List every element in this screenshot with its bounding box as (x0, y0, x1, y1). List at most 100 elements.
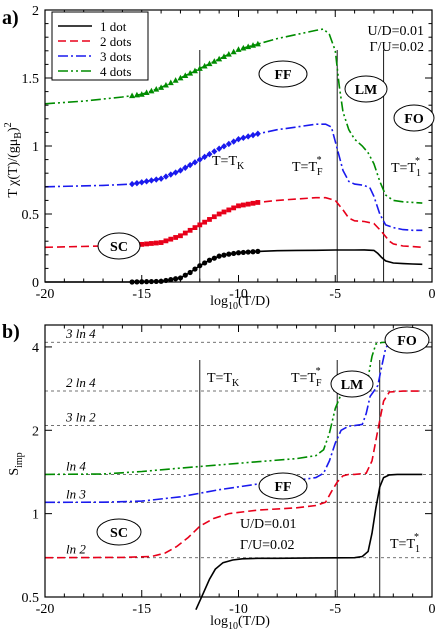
data-point (158, 175, 165, 182)
vline-tk-label: T=TK (212, 154, 245, 172)
region-fo-ellipse-b (384, 326, 430, 354)
data-point (255, 248, 261, 254)
vline-tk-label-b: T=TK (207, 371, 240, 389)
data-point (197, 222, 203, 228)
series-line-1-dot (195, 473, 423, 611)
region-fo-label: FO (404, 112, 424, 127)
region-ff-label: FF (274, 68, 291, 83)
data-point (182, 164, 189, 171)
panel-a-label: a) (2, 7, 19, 29)
y-tick-label: 0.5 (22, 591, 40, 606)
panel-b-xlabel: log10(T/D) (210, 614, 270, 630)
data-point (240, 44, 247, 51)
y-tick-label: 2 (32, 424, 39, 439)
param-ud: U/D=0.01 (367, 24, 424, 39)
data-point (245, 201, 251, 207)
data-point (201, 153, 208, 161)
data-point (202, 219, 208, 225)
data-point (143, 89, 150, 96)
data-point (206, 150, 213, 158)
data-point (148, 177, 155, 184)
data-point (216, 211, 222, 217)
data-point (139, 241, 145, 247)
panel-a-ylabel: T χ(T)/(gμB)2 (3, 122, 24, 197)
data-point (225, 140, 232, 148)
data-point (230, 138, 237, 145)
data-point (220, 143, 227, 150)
data-point (168, 277, 174, 283)
x-tick-label: 0 (429, 287, 436, 302)
data-point (211, 148, 218, 155)
data-point (191, 159, 198, 166)
data-point (201, 62, 208, 69)
data-point (192, 266, 198, 272)
data-point (172, 169, 179, 176)
data-point (231, 250, 237, 257)
y-tick-label: 1 (32, 508, 39, 523)
region-sc-ellipse-b (96, 518, 142, 546)
vline-t1-label-b: T=T1* (390, 532, 420, 555)
data-point (182, 272, 188, 278)
data-point (206, 60, 213, 67)
data-point (250, 131, 257, 139)
data-point (143, 178, 150, 185)
data-point (235, 46, 242, 52)
data-point (163, 238, 169, 244)
data-point (192, 225, 198, 230)
data-point (187, 161, 194, 169)
data-point (162, 173, 169, 180)
panel-b: b) 3 ln 4 2 ln 4 3 ln 2 ln 4 ln 3 ln 2 -20 -15 -… (2, 321, 436, 630)
legend-box (51, 11, 149, 81)
data-point (178, 233, 183, 239)
data-point (148, 87, 155, 94)
x-tick-label: -10 (229, 602, 248, 617)
series-line-2-dots (44, 390, 423, 559)
data-point (177, 167, 184, 174)
data-point (206, 257, 213, 263)
data-point (245, 43, 252, 50)
y-tick-label: 0 (32, 276, 39, 291)
data-point (254, 40, 261, 47)
plot-frame (44, 324, 433, 598)
data-point (167, 79, 174, 86)
data-point (129, 92, 136, 99)
data-point (240, 202, 246, 208)
data-point (197, 263, 203, 269)
data-point (182, 230, 188, 236)
data-point (153, 86, 160, 92)
x-tick-label: -10 (229, 287, 248, 302)
data-point (144, 241, 149, 247)
data-point (216, 55, 223, 62)
region-fo-label-b: FO (397, 334, 417, 349)
data-point (168, 236, 174, 242)
data-point (226, 207, 232, 213)
data-point (235, 136, 242, 143)
panel-a-ylabel-sub: B (13, 132, 24, 139)
reference-line-label: ln 4 (66, 458, 86, 473)
data-point (153, 240, 159, 246)
data-point (133, 91, 140, 98)
data-point (158, 84, 165, 90)
x-tick-label: -20 (36, 287, 55, 302)
data-point (221, 209, 227, 215)
data-point (133, 179, 140, 187)
data-point (158, 240, 164, 245)
data-point (225, 51, 232, 57)
data-point (187, 227, 193, 233)
region-ff-ellipse-b (258, 472, 308, 500)
x-tick-label: -5 (329, 602, 341, 617)
panel-a-xlabel: log10(T/D) (210, 294, 270, 312)
panel-b-ylabel: Simp (7, 452, 25, 475)
data-point (211, 255, 217, 261)
x-tick-label: 0 (429, 602, 436, 617)
data-point (254, 130, 261, 137)
data-point (230, 48, 237, 55)
data-point (162, 81, 169, 88)
data-point (173, 235, 179, 240)
data-point (245, 249, 251, 255)
reference-line-label: 3 ln 2 (65, 410, 96, 425)
data-point (187, 70, 194, 76)
series-line-4-dots (44, 28, 423, 204)
region-lm-ellipse (344, 75, 388, 103)
